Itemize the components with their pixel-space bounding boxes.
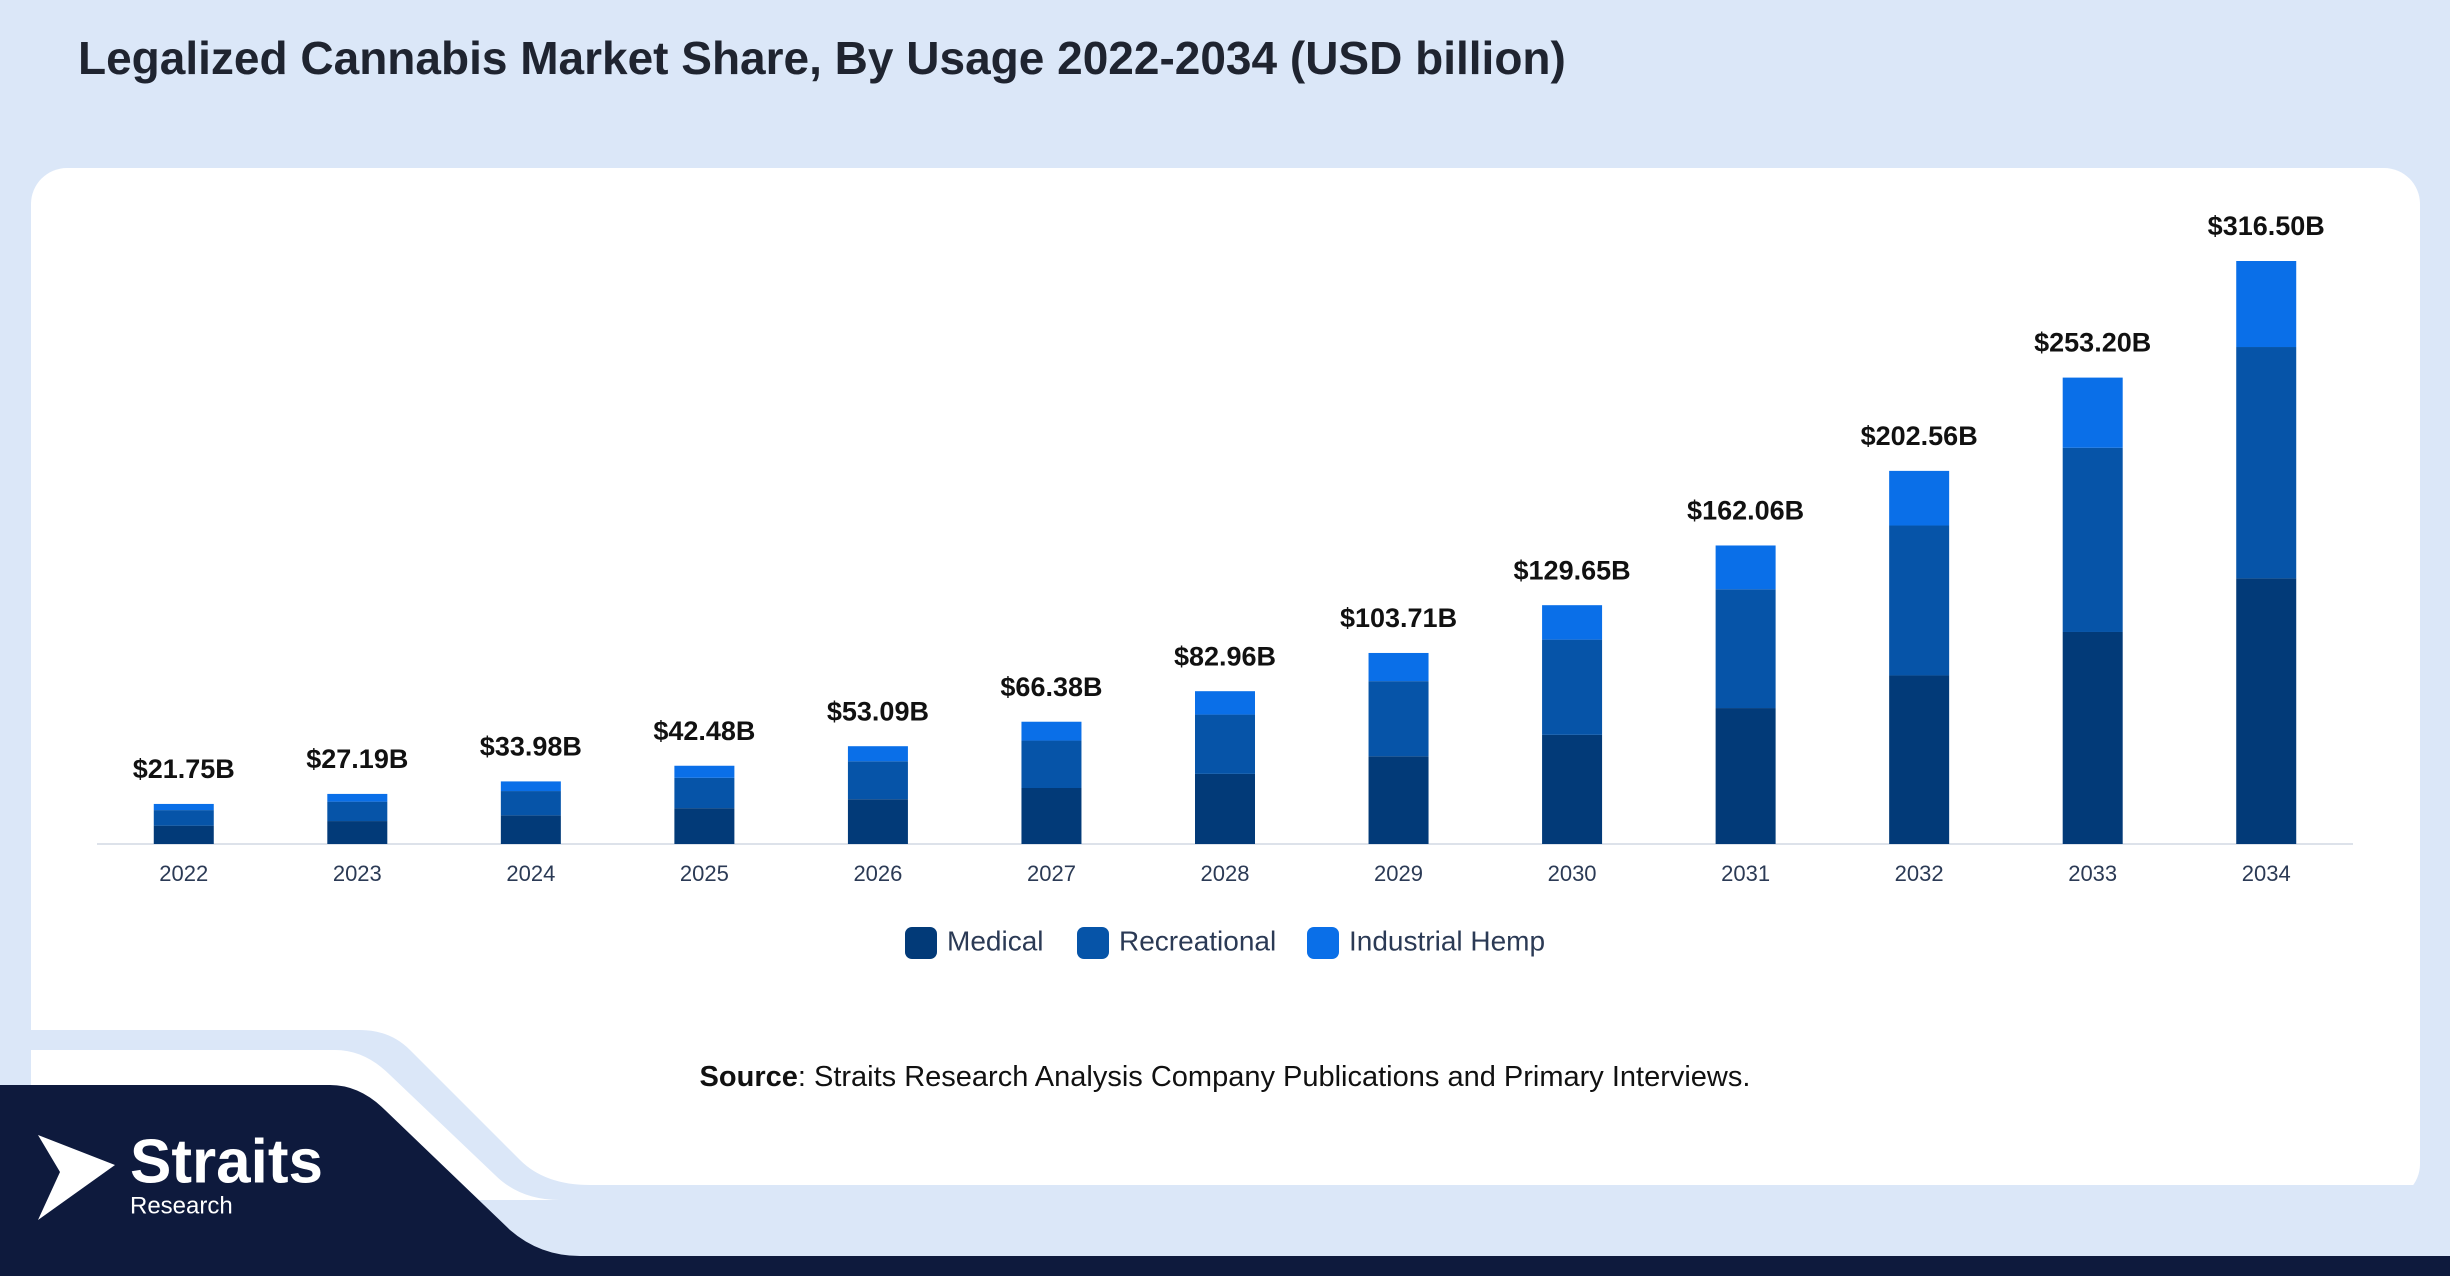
bar-segment bbox=[674, 777, 735, 809]
legend-swatch bbox=[905, 927, 937, 959]
bar-segment bbox=[1889, 470, 1950, 526]
logo-sub: Research bbox=[130, 1192, 233, 1219]
bar-segment bbox=[153, 825, 214, 844]
card-notch bbox=[0, 1030, 2420, 1200]
legend-label: Industrial Hemp bbox=[1349, 925, 1545, 956]
x-tick-label: 2023 bbox=[333, 861, 382, 886]
bar-segment bbox=[2236, 347, 2297, 579]
x-tick-label: 2022 bbox=[159, 861, 208, 886]
bar-segment bbox=[153, 810, 214, 826]
bar-segment bbox=[847, 746, 908, 762]
legend-label: Recreational bbox=[1119, 925, 1276, 956]
bar-segment bbox=[1021, 721, 1082, 741]
legend-swatch bbox=[1077, 927, 1109, 959]
bar-segment bbox=[2062, 631, 2123, 844]
footer-band bbox=[0, 1085, 2450, 1276]
bar-segment bbox=[327, 821, 388, 844]
bar-segment bbox=[1021, 740, 1082, 789]
x-tick-label: 2025 bbox=[680, 861, 729, 886]
total-label: $82.96B bbox=[1174, 641, 1276, 671]
bar-segment bbox=[2236, 261, 2297, 348]
total-label: $53.09B bbox=[827, 696, 929, 726]
bar-segment bbox=[1889, 675, 1950, 844]
bar-segment bbox=[500, 791, 561, 816]
legend-label: Medical bbox=[947, 925, 1043, 956]
bar-segment bbox=[1368, 652, 1429, 682]
total-label: $27.19B bbox=[306, 744, 408, 774]
chart-title: Legalized Cannabis Market Share, By Usag… bbox=[78, 32, 1566, 84]
bar-segment bbox=[2062, 447, 2123, 632]
bar-segment bbox=[1542, 639, 1603, 735]
bar-segment bbox=[1715, 545, 1776, 590]
source-text: : Straits Research Analysis Company Publ… bbox=[798, 1061, 1751, 1093]
bar-segment bbox=[1195, 773, 1255, 844]
x-tick-label: 2030 bbox=[1548, 861, 1597, 886]
total-label: $162.06B bbox=[1687, 496, 1804, 526]
x-tick-label: 2034 bbox=[2242, 861, 2291, 886]
source-label: Source bbox=[700, 1061, 798, 1093]
legend-swatch bbox=[1307, 927, 1339, 959]
bar-segment bbox=[327, 793, 388, 802]
x-tick-label: 2029 bbox=[1374, 861, 1423, 886]
bar-segment bbox=[674, 808, 735, 844]
source: Source: Straits Research Analysis Compan… bbox=[700, 1061, 1751, 1093]
bar-segment bbox=[1368, 756, 1429, 844]
total-label: $66.38B bbox=[1000, 672, 1102, 702]
x-tick-label: 2024 bbox=[506, 861, 555, 886]
card bbox=[31, 168, 2420, 1200]
bar-segment bbox=[1715, 708, 1776, 844]
x-tick-label: 2027 bbox=[1027, 861, 1076, 886]
total-label: $33.98B bbox=[480, 732, 582, 762]
bar-segment bbox=[2236, 578, 2297, 844]
bar-segment bbox=[674, 765, 735, 778]
total-label: $103.71B bbox=[1340, 603, 1457, 633]
total-label: $129.65B bbox=[1514, 555, 1631, 585]
bar-segment bbox=[2062, 377, 2123, 448]
bar-segment bbox=[500, 815, 561, 844]
bar-segment bbox=[1368, 681, 1429, 757]
x-tick-label: 2033 bbox=[2068, 861, 2117, 886]
x-tick-label: 2026 bbox=[853, 861, 902, 886]
bar-segment bbox=[1889, 525, 1950, 676]
logo-mark bbox=[38, 1135, 115, 1220]
bar-segment bbox=[327, 801, 388, 822]
x-tick-label: 2032 bbox=[1895, 861, 1944, 886]
bar-segment bbox=[1542, 605, 1603, 640]
x-tick-label: 2031 bbox=[1721, 861, 1770, 886]
bar-segment bbox=[847, 761, 908, 800]
total-label: $202.56B bbox=[1861, 421, 1978, 451]
bar-segment bbox=[1021, 788, 1082, 844]
total-label: $253.20B bbox=[2034, 328, 2151, 358]
logo-name: Straits bbox=[130, 1127, 323, 1196]
bar-segment bbox=[153, 803, 214, 811]
bar-segment bbox=[500, 781, 561, 792]
total-label: $316.50B bbox=[2208, 211, 2325, 241]
total-label: $21.75B bbox=[133, 754, 235, 784]
bar-segment bbox=[1195, 691, 1255, 715]
bar-segment bbox=[1542, 734, 1603, 844]
bar-segment bbox=[1715, 589, 1776, 709]
total-label: $42.48B bbox=[653, 716, 755, 746]
x-tick-label: 2028 bbox=[1201, 861, 1250, 886]
bar-segment bbox=[847, 799, 908, 844]
bar-segment bbox=[1195, 714, 1255, 774]
